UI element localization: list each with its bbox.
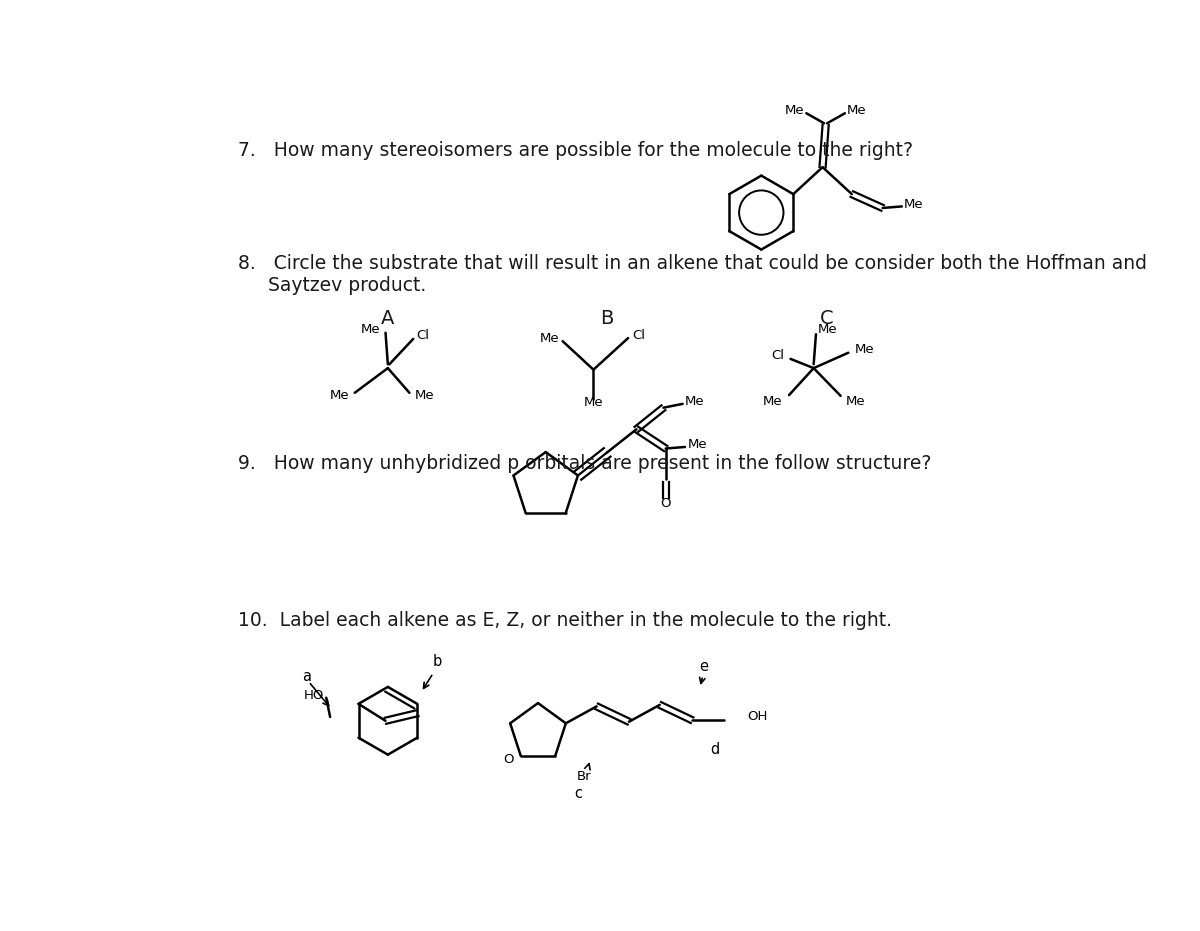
- Text: Me: Me: [785, 104, 804, 117]
- Text: Cl: Cl: [772, 349, 785, 362]
- Text: 10.  Label each alkene as E, Z, or neither in the molecule to the right.: 10. Label each alkene as E, Z, or neithe…: [238, 611, 892, 629]
- Text: Cl: Cl: [416, 330, 430, 343]
- Text: Me: Me: [360, 323, 380, 336]
- Text: 7.   How many stereoisomers are possible for the molecule to the right?: 7. How many stereoisomers are possible f…: [238, 141, 913, 160]
- Text: A: A: [382, 309, 395, 329]
- Text: Cl: Cl: [632, 329, 644, 342]
- Text: O: O: [504, 753, 514, 766]
- Text: Me: Me: [846, 395, 865, 408]
- Text: Me: Me: [415, 389, 434, 402]
- Text: 8.   Circle the substrate that will result in an alkene that could be consider b: 8. Circle the substrate that will result…: [238, 254, 1147, 273]
- Text: Saytzev product.: Saytzev product.: [238, 276, 426, 295]
- Text: Me: Me: [540, 331, 559, 344]
- Text: OH: OH: [748, 709, 768, 722]
- Text: Me: Me: [685, 395, 704, 408]
- Text: C: C: [820, 309, 834, 329]
- Text: Me: Me: [856, 344, 875, 357]
- Text: 9.   How many unhybridized p orbitals are present in the follow structure?: 9. How many unhybridized p orbitals are …: [238, 453, 931, 473]
- Text: HO: HO: [304, 689, 324, 702]
- Text: Me: Me: [688, 439, 707, 452]
- Text: Br: Br: [577, 770, 592, 783]
- Text: Me: Me: [763, 395, 782, 408]
- Text: Me: Me: [847, 104, 866, 117]
- Text: O: O: [660, 497, 671, 510]
- Text: Me: Me: [817, 323, 838, 336]
- Text: c: c: [574, 786, 582, 801]
- Text: a: a: [302, 669, 312, 684]
- Text: B: B: [601, 309, 614, 329]
- Text: Me: Me: [583, 397, 604, 410]
- Text: e: e: [700, 659, 708, 674]
- Text: Me: Me: [904, 198, 924, 211]
- Text: d: d: [710, 742, 720, 757]
- Text: Me: Me: [330, 389, 349, 402]
- Text: b: b: [432, 654, 442, 669]
